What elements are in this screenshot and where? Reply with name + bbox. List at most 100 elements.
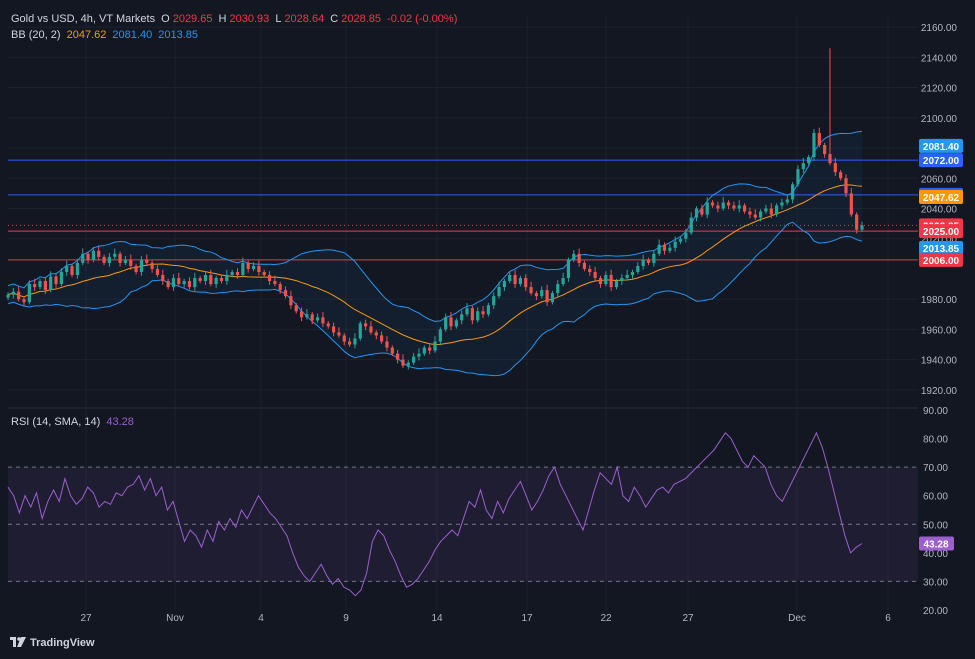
rsi-value-text: 43.28 (923, 539, 948, 550)
candle-body (476, 311, 480, 321)
candle-body (470, 308, 474, 321)
candle-body (86, 253, 90, 260)
candle-body (75, 262, 79, 275)
candle-body (401, 359, 405, 366)
candle-body (732, 205, 736, 209)
candle-body (609, 275, 613, 288)
candle-body (855, 214, 859, 230)
candle-body (97, 250, 101, 257)
candle-body (769, 208, 773, 215)
candle-body (582, 262, 587, 269)
candle-body (513, 275, 517, 285)
candle-body (33, 284, 37, 288)
candle-body (102, 256, 106, 263)
candle-body (641, 259, 645, 266)
candle-body (123, 259, 128, 263)
candle-body (849, 193, 853, 215)
candle-body (668, 247, 672, 251)
candle-body (182, 281, 186, 285)
price-label-box (919, 189, 963, 204)
candle-body (807, 157, 811, 164)
candle-body (438, 329, 442, 342)
candle-body (364, 323, 368, 327)
candle-body (700, 208, 704, 215)
change-value: -0.02 (-0.00%) (387, 13, 458, 25)
low-label: L (275, 13, 282, 25)
candle-body (187, 281, 192, 288)
candle-body (177, 278, 181, 285)
candle-body (70, 265, 74, 275)
rsi-line (7, 431, 863, 597)
grid (8, 15, 918, 610)
bb-legend[interactable]: BB (20, 2) 2047.62 2081.40 2013.85 (11, 29, 201, 41)
price-tick-label: 1980.00 (921, 295, 958, 306)
candle-body (791, 184, 795, 200)
candle-body (758, 211, 763, 218)
time-tick-label: 27 (682, 613, 694, 624)
candle-body (689, 217, 693, 233)
price-tick-label: 1960.00 (921, 325, 958, 336)
rsi-tick-label: 50.00 (923, 520, 948, 531)
symbol-legend[interactable]: Gold vs USD, 4h, VT Markets O 2029.65 H 20… (11, 13, 460, 25)
time-tick-label: 14 (431, 613, 443, 624)
bb-label: BB (20, 2) (11, 29, 61, 41)
candle-body (636, 265, 640, 272)
bb-fill (8, 131, 862, 376)
candle-body (369, 326, 373, 333)
candle-body (657, 244, 661, 254)
candle-body (652, 253, 656, 263)
candle-body (289, 296, 293, 306)
rsi-tick-label: 80.00 (923, 435, 948, 446)
price-tick-label: 2060.00 (921, 174, 958, 185)
rsi-legend[interactable]: RSI (14, SMA, 14) 43.28 (11, 416, 137, 428)
time-tick-label: 6 (885, 613, 891, 624)
candle-body (342, 335, 346, 342)
watermark-text: TradingView (30, 637, 95, 649)
candle-body (529, 287, 533, 294)
candle-body (11, 291, 15, 295)
candle-body (113, 253, 117, 257)
time-axis[interactable]: 27 Nov 4 9 14 17 22 27 Dec 6 (80, 613, 891, 624)
candle-body (748, 211, 752, 215)
candle-body (684, 232, 688, 239)
candle-body (294, 305, 298, 312)
high-value: 2030.93 (229, 13, 270, 25)
candle-body (460, 314, 464, 321)
low-value: 2028.64 (284, 13, 325, 25)
candle-body (524, 278, 528, 288)
candle-body (43, 281, 47, 291)
candle-body (315, 317, 320, 321)
candle-body (561, 278, 565, 285)
horizontal-levels[interactable] (8, 159, 918, 261)
candle-body (678, 238, 683, 242)
candle-body (710, 202, 715, 206)
candle-body (49, 276, 53, 291)
open-label: O (161, 13, 170, 25)
candle-body (577, 253, 581, 263)
candle-body (81, 253, 85, 263)
candle-body (620, 278, 624, 282)
candle-body (428, 347, 432, 351)
bb-lower-line (7, 221, 863, 377)
candle-body (219, 278, 224, 282)
bb-upper-value: 2081.40 (112, 29, 153, 41)
price-label-text: 2025.00 (923, 227, 960, 238)
candle-body (129, 259, 133, 266)
candle-body (785, 199, 789, 203)
candle-body (380, 335, 384, 342)
price-axis[interactable]: 2160.002140.002120.002100.002080.002060.… (919, 23, 963, 617)
rsi-tick-label: 60.00 (923, 492, 948, 503)
tradingview-watermark[interactable]: TradingView (10, 637, 95, 649)
candle-body (326, 323, 330, 327)
price-label-text: 2072.00 (923, 156, 960, 167)
candle-body (449, 317, 453, 327)
price-label-box (919, 138, 963, 153)
candle-body (278, 284, 282, 291)
time-tick-label: 22 (600, 613, 612, 624)
close-label: C (330, 13, 339, 25)
candle-body (828, 154, 832, 164)
candle-body (267, 275, 272, 282)
candle-body (550, 293, 555, 303)
candle-body (833, 163, 837, 173)
